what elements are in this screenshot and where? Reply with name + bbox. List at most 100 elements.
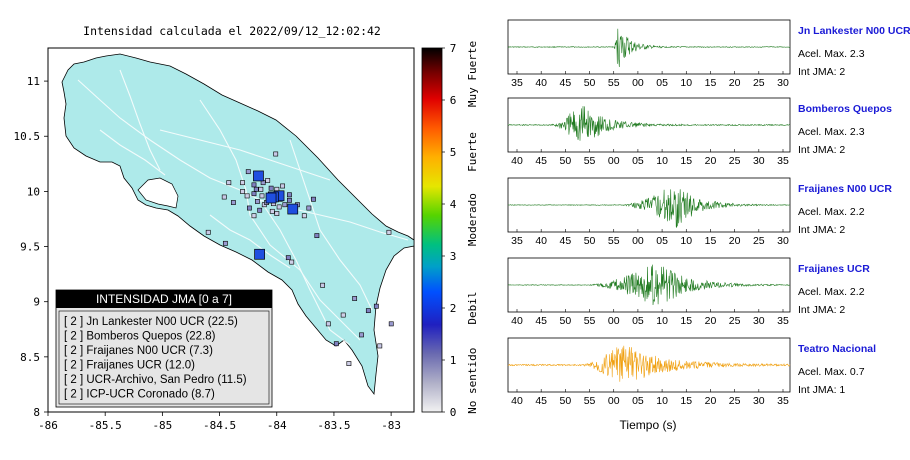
seismogram-trace bbox=[508, 28, 791, 68]
seismogram-panel: 40 45 50 55 00 05 10 15 20 25 30 35 Bomberos Quepos A… bbox=[507, 97, 892, 167]
map-y-tick-label: 8.5 bbox=[20, 351, 40, 364]
station-jma: Int JMA: 2 bbox=[798, 144, 845, 156]
station-marker bbox=[265, 192, 277, 204]
seismogram-tick-label: 05 bbox=[632, 395, 644, 407]
map-x-tick-label: -84 bbox=[267, 419, 287, 432]
seismogram-tick-label: 40 bbox=[535, 235, 547, 247]
seismogram-tick-label: 35 bbox=[777, 155, 789, 167]
map-x-tick-label: -85 bbox=[152, 419, 172, 432]
seismogram-tick-label: 35 bbox=[511, 77, 523, 89]
colorbar-tick-label: 5 bbox=[450, 146, 457, 159]
colorbar-tick-label: 6 bbox=[450, 94, 457, 107]
map-y-tick-label: 10 bbox=[27, 185, 40, 198]
colorbar-tick-label: 3 bbox=[450, 250, 457, 263]
colorbar-tick-label: 7 bbox=[450, 42, 457, 55]
station-marker-small bbox=[287, 197, 292, 203]
seismogram-tick-label: 20 bbox=[729, 235, 741, 247]
seismogram-tick-label: 05 bbox=[632, 315, 644, 327]
seismogram-trace bbox=[507, 345, 791, 382]
seismogram-tick-label: 10 bbox=[656, 395, 668, 407]
seismogram-tick-label: 55 bbox=[584, 395, 596, 407]
map-x-tick-label: -85.5 bbox=[89, 419, 122, 432]
station-accel: Acel. Max. 2.2 bbox=[798, 286, 865, 298]
station-accel: Acel. Max. 2.3 bbox=[798, 48, 865, 60]
map-y-tick-label: 9 bbox=[33, 296, 40, 309]
seismogram-tick-label: 00 bbox=[632, 77, 644, 89]
time-axis-label: Tiempo (s) bbox=[620, 418, 677, 432]
seismogram-tick-label: 15 bbox=[705, 77, 717, 89]
station-marker bbox=[253, 170, 264, 182]
station-marker-small bbox=[311, 196, 316, 202]
station-marker-small bbox=[240, 189, 245, 194]
station-markers bbox=[205, 151, 394, 366]
station-marker-small bbox=[373, 303, 379, 309]
map-x-tick-label: -84.5 bbox=[203, 419, 236, 432]
map-x-axis: -86 -85.5 -85 -84.5 -84 -83.5 -83 bbox=[38, 412, 401, 432]
station-name: Fraijanes N00 UCR bbox=[798, 183, 892, 195]
station-marker-small bbox=[244, 193, 250, 199]
seismogram-tick-label: 10 bbox=[680, 77, 692, 89]
legend-inner bbox=[58, 310, 270, 405]
seismogram-tick-label: 25 bbox=[729, 315, 741, 327]
station-marker-small bbox=[205, 229, 211, 235]
station-marker bbox=[254, 248, 265, 260]
map-y-axis: 11 10.5 10 9.5 9 8.5 8 bbox=[14, 75, 48, 419]
seismogram-tick-label: 15 bbox=[705, 235, 717, 247]
station-marker-small bbox=[280, 183, 285, 189]
seismogram-panel: 35 40 45 50 55 00 05 10 15 20 25 30 Jn Lankester N00… bbox=[507, 19, 910, 89]
station-marker-small bbox=[314, 233, 320, 239]
station-name: Fraijanes UCR bbox=[798, 263, 870, 275]
colorbar-band-label: Debil bbox=[466, 291, 479, 324]
seismogram-tick-label: 40 bbox=[535, 77, 547, 89]
seismogram-trace bbox=[507, 106, 791, 141]
seismogram-tick-label: 25 bbox=[753, 77, 765, 89]
seismogram-tick-label: 55 bbox=[608, 77, 620, 89]
seismogram-trace bbox=[507, 189, 791, 229]
station-jma: Int JMA: 2 bbox=[798, 66, 845, 78]
seismogram-tick-label: 30 bbox=[777, 235, 789, 247]
station-marker-small bbox=[274, 211, 280, 216]
station-name: Bomberos Quepos bbox=[798, 103, 892, 115]
map-y-tick-label: 9.5 bbox=[20, 241, 40, 254]
station-marker-small bbox=[301, 213, 307, 219]
seismogram-tick-label: 50 bbox=[560, 315, 572, 327]
station-accel: Acel. Max. 0.7 bbox=[798, 366, 865, 378]
seismogram-tick-label: 20 bbox=[705, 155, 717, 167]
station-marker-small bbox=[251, 191, 257, 197]
seismogram-tick-label: 50 bbox=[560, 155, 572, 167]
legend-item: [ 2 ] Bomberos Quepos (22.8) bbox=[64, 331, 216, 343]
station-marker-small bbox=[251, 182, 257, 188]
seismogram-tick-label: 55 bbox=[608, 235, 620, 247]
seismogram-tick-label: 30 bbox=[777, 77, 789, 89]
station-marker-small bbox=[257, 207, 263, 213]
legend-item: [ 2 ] Fraijanes N00 UCR (7.3) bbox=[64, 345, 213, 357]
seismogram-tick-label: 45 bbox=[560, 235, 572, 247]
colorbar-bands: Muy Fuerte Fuerte Moderado Debil No sentido bbox=[466, 41, 479, 414]
colorbar-tick-label: 4 bbox=[450, 198, 457, 211]
seismogram-tick-label: 55 bbox=[584, 315, 596, 327]
station-accel: Acel. Max. 2.2 bbox=[798, 206, 865, 218]
station-marker-small bbox=[306, 205, 312, 211]
station-marker bbox=[287, 203, 299, 215]
station-marker-small bbox=[388, 321, 394, 327]
seismogram-tick-label: 55 bbox=[584, 155, 596, 167]
legend-title: INTENSIDAD JMA [0 a 7] bbox=[96, 292, 232, 306]
station-jma: Int JMA: 2 bbox=[798, 304, 845, 316]
station-marker-small bbox=[222, 240, 228, 246]
seismogram-trace bbox=[508, 264, 791, 306]
colorbar-band-label: Fuerte bbox=[466, 132, 479, 172]
colorbar-tick-label: 1 bbox=[450, 354, 457, 367]
seismogram-tick-label: 35 bbox=[511, 235, 523, 247]
station-marker-small bbox=[386, 229, 392, 235]
station-name: Teatro Nacional bbox=[798, 343, 876, 355]
seismogram-tick-label: 00 bbox=[632, 235, 644, 247]
map-x-tick-label: -86 bbox=[38, 419, 58, 432]
legend-item: [ 2 ] UCR-Archivo, San Pedro (11.5) bbox=[64, 374, 247, 386]
seismograms: 35 40 45 50 55 00 05 10 15 20 25 30 Jn Lankester N00… bbox=[507, 19, 910, 407]
colorbar-band-label: No sentido bbox=[466, 348, 479, 414]
seismogram-tick-label: 05 bbox=[656, 77, 668, 89]
seismogram-tick-label: 45 bbox=[535, 155, 547, 167]
seismogram-tick-label: 20 bbox=[705, 315, 717, 327]
colorbar-tick-label: 0 bbox=[450, 406, 457, 419]
station-marker-small bbox=[259, 193, 265, 199]
